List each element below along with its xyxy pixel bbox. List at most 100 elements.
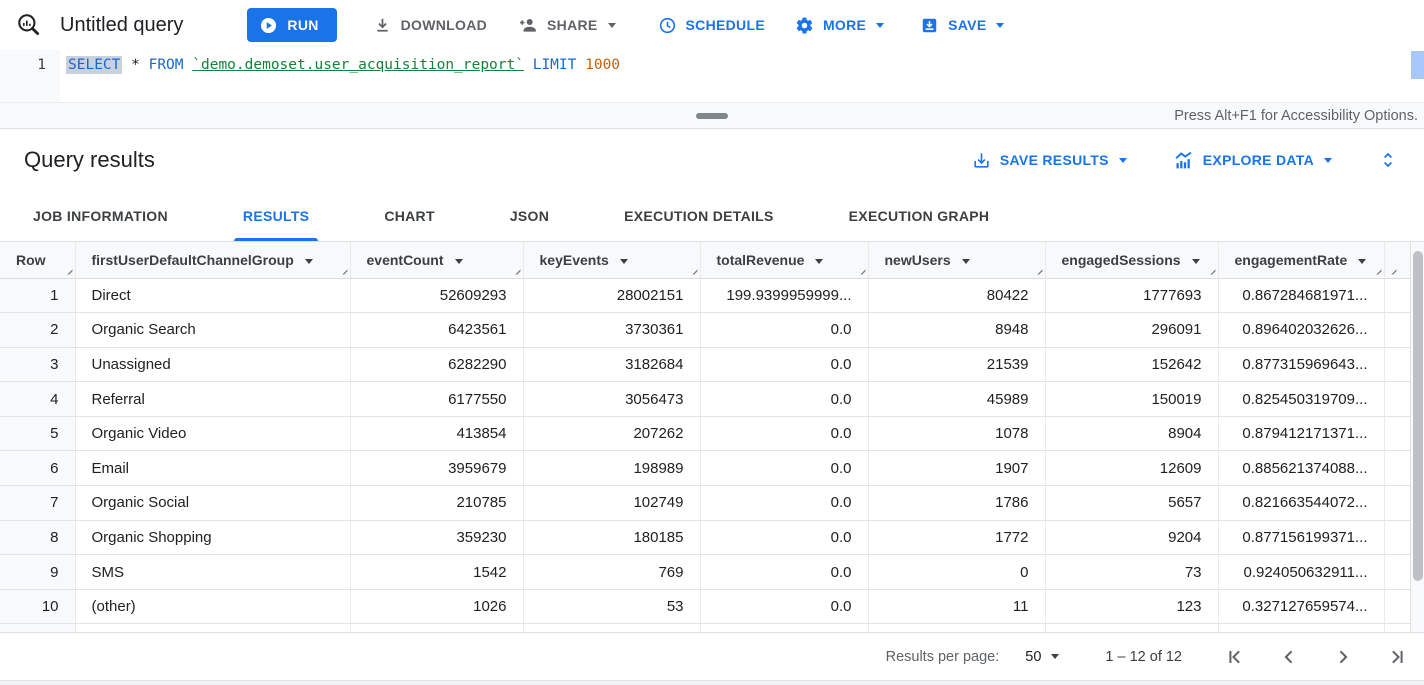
chevron-down-icon bbox=[1051, 654, 1060, 659]
chevron-left-icon bbox=[1284, 650, 1293, 663]
table-scrollbar-track[interactable] bbox=[1410, 242, 1424, 632]
row-number-cell: 1 bbox=[0, 278, 76, 314]
column-header-eventCount[interactable]: eventCount bbox=[350, 242, 524, 279]
download-button[interactable]: DOWNLOAD bbox=[373, 16, 487, 35]
cell-filler bbox=[1384, 623, 1424, 632]
column-header-engagedSessions[interactable]: engagedSessions bbox=[1045, 242, 1219, 279]
column-menu-icon[interactable] bbox=[304, 258, 313, 264]
column-resize-handle[interactable] bbox=[1033, 265, 1043, 275]
page-size-select[interactable]: 50 bbox=[1025, 649, 1060, 665]
table-body: 1 Direct 52609293 28002151 199.9399959999...… bbox=[0, 278, 1424, 632]
cell-engagedSessions: 150019 bbox=[1045, 381, 1219, 417]
gear-icon bbox=[796, 17, 813, 33]
cell-firstUserDefaultChannelGroup: Organic Video bbox=[75, 416, 351, 452]
tab-execution-details[interactable]: EXECUTION DETAILS bbox=[624, 208, 774, 224]
column-header-label: eventCount bbox=[366, 251, 444, 268]
column-resize-handle[interactable] bbox=[63, 265, 73, 275]
column-header-label: keyEvents bbox=[539, 251, 609, 268]
cell-firstUserDefaultChannelGroup: Organic Search bbox=[75, 312, 351, 348]
table-scrollbar-thumb[interactable] bbox=[1413, 251, 1423, 581]
explore-chart-icon bbox=[1175, 151, 1192, 168]
cell-eventCount: 1542 bbox=[350, 554, 524, 590]
chevron-down-icon bbox=[876, 22, 885, 28]
column-header-totalRevenue[interactable]: totalRevenue bbox=[700, 242, 869, 279]
cell-engagedSessions: 296091 bbox=[1045, 312, 1219, 348]
column-menu-icon[interactable] bbox=[454, 258, 463, 264]
column-resize-handle[interactable] bbox=[1372, 265, 1382, 275]
column-header-firstUserDefaultChannelGroup[interactable]: firstUserDefaultChannelGroup bbox=[75, 242, 351, 279]
next-page-button[interactable] bbox=[1332, 646, 1354, 668]
column-resize-handle[interactable] bbox=[511, 265, 521, 275]
column-resize-handle[interactable] bbox=[856, 265, 866, 275]
last-page-button[interactable] bbox=[1386, 646, 1408, 668]
more-button-label: MORE bbox=[822, 17, 867, 33]
cell-engagedSessions: 9204 bbox=[1045, 520, 1219, 556]
tab-json[interactable]: JSON bbox=[509, 208, 550, 224]
save-icon bbox=[922, 18, 937, 32]
cell-newUsers: 11 bbox=[868, 589, 1046, 625]
cell-engagementRate: 0.885621374088... bbox=[1218, 450, 1385, 487]
cell-engagementRate: 0.924050632911... bbox=[1218, 554, 1385, 590]
tab-chart[interactable]: CHART bbox=[384, 208, 435, 224]
cell-totalRevenue: 0.0 bbox=[700, 416, 869, 452]
tab-execution-graph[interactable]: EXECUTION GRAPH bbox=[848, 208, 990, 224]
column-resize-handle[interactable] bbox=[1206, 265, 1216, 275]
cell-eventCount: 52609293 bbox=[350, 278, 524, 314]
cell-firstUserDefaultChannelGroup: SMS bbox=[75, 554, 351, 590]
tab-job-information[interactable]: JOB INFORMATION bbox=[33, 208, 168, 224]
table-row: 4 Referral 6177550 3056473 0.0 45989 150019 0.8… bbox=[0, 381, 1424, 417]
row-number-cell: 10 bbox=[0, 589, 76, 625]
column-resize-handle[interactable] bbox=[1387, 265, 1397, 275]
column-resize-handle[interactable] bbox=[688, 265, 698, 275]
column-menu-icon[interactable] bbox=[815, 258, 824, 264]
column-header-newUsers[interactable]: newUsers bbox=[868, 242, 1046, 279]
save-button[interactable]: SAVE bbox=[920, 16, 1005, 35]
editor-scrollbar[interactable] bbox=[1411, 51, 1424, 79]
last-page-icon bbox=[1392, 650, 1403, 663]
column-menu-icon[interactable] bbox=[961, 258, 970, 264]
column-menu-icon[interactable] bbox=[1358, 258, 1367, 264]
cell-keyEvents: 28002151 bbox=[523, 278, 701, 314]
table-row: 2 Organic Search 6423561 3730361 0.0 8948 2960… bbox=[0, 312, 1424, 348]
sql-table-reference-link[interactable]: `demo.demoset.user_acquisition_report` bbox=[192, 57, 524, 73]
table-row: 11Paid Social9371040.0041.0 bbox=[0, 623, 1424, 632]
cell-firstUserDefaultChannelGroup: Organic Shopping bbox=[75, 520, 351, 556]
column-menu-icon[interactable] bbox=[619, 258, 628, 264]
download-icon bbox=[376, 18, 388, 32]
column-resize-handle[interactable] bbox=[338, 265, 348, 275]
sql-token-limit-value: 1000 bbox=[585, 57, 621, 73]
tab-results[interactable]: RESULTS bbox=[233, 191, 319, 241]
cell-engagementRate: 0.879412171371... bbox=[1218, 416, 1385, 452]
cell-engagementRate: 1.0 bbox=[1218, 623, 1385, 632]
column-header-engagementRate[interactable]: engagementRate bbox=[1218, 242, 1385, 279]
sql-editor[interactable]: 1 SELECT * FROM `demo.demoset.user_acqui… bbox=[0, 50, 1424, 102]
results-table: Row firstUserDefaultChannelGroup eventCoun… bbox=[0, 242, 1424, 632]
table-row: 1 Direct 52609293 28002151 199.9399959999...… bbox=[0, 278, 1424, 314]
cell-firstUserDefaultChannelGroup: Email bbox=[75, 450, 351, 487]
more-button[interactable]: MORE bbox=[795, 16, 885, 35]
run-button[interactable]: RUN bbox=[247, 8, 337, 42]
bottom-strip bbox=[0, 680, 1424, 685]
save-results-button[interactable]: SAVE RESULTS bbox=[972, 151, 1127, 170]
row-number-cell: 7 bbox=[0, 485, 76, 521]
clock-icon bbox=[659, 17, 675, 33]
column-header-keyEvents[interactable]: keyEvents bbox=[523, 242, 701, 279]
results-per-page-label: Results per page: bbox=[885, 648, 1000, 665]
schedule-button-label: SCHEDULE bbox=[685, 17, 765, 33]
cell-eventCount: 210785 bbox=[350, 485, 524, 521]
schedule-button[interactable]: SCHEDULE bbox=[658, 16, 765, 35]
expand-collapse-panel-button[interactable] bbox=[1378, 149, 1398, 171]
share-button[interactable]: SHARE bbox=[517, 15, 616, 36]
column-menu-icon[interactable] bbox=[1191, 258, 1200, 264]
line-number: 1 bbox=[37, 57, 46, 73]
first-page-button[interactable] bbox=[1224, 646, 1246, 668]
editor-gutter bbox=[0, 50, 60, 102]
explore-data-button[interactable]: EXPLORE DATA bbox=[1173, 150, 1332, 171]
cell-newUsers: 1078 bbox=[868, 416, 1046, 452]
cell-engagementRate: 0.896402032626... bbox=[1218, 312, 1385, 348]
sql-code[interactable]: SELECT * FROM `demo.demoset.user_acquisi… bbox=[66, 56, 621, 74]
cell-engagementRate: 0.327127659574... bbox=[1218, 589, 1385, 625]
panel-drag-handle[interactable] bbox=[696, 112, 728, 119]
previous-page-button[interactable] bbox=[1278, 646, 1300, 668]
